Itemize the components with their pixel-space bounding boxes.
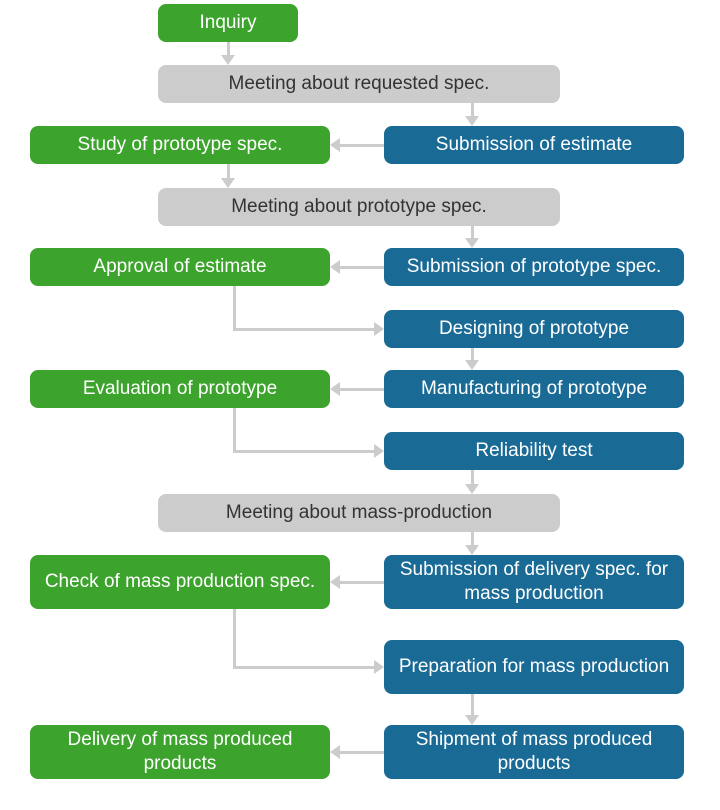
arrow-head-down bbox=[465, 116, 479, 126]
node-manuf_proto: Manufacturing of prototype bbox=[384, 370, 684, 408]
node-label: Submission of delivery spec. for mass pr… bbox=[394, 558, 674, 606]
arrow-head-left bbox=[330, 138, 340, 152]
node-study_proto_spec: Study of prototype spec. bbox=[30, 126, 330, 164]
arrow-head-down bbox=[465, 715, 479, 725]
arrow-head-down bbox=[221, 178, 235, 188]
node-submission_estimate: Submission of estimate bbox=[384, 126, 684, 164]
arrow-segment bbox=[227, 42, 230, 56]
node-label: Manufacturing of prototype bbox=[421, 377, 647, 401]
node-submission_delivery: Submission of delivery spec. for mass pr… bbox=[384, 555, 684, 609]
node-shipment_mass: Shipment of mass produced products bbox=[384, 725, 684, 779]
arrow-head-right bbox=[374, 660, 384, 674]
node-label: Designing of prototype bbox=[439, 317, 629, 341]
arrow-head-down bbox=[465, 238, 479, 248]
arrow-head-right bbox=[374, 444, 384, 458]
arrow-head-left bbox=[330, 382, 340, 396]
node-reliability: Reliability test bbox=[384, 432, 684, 470]
node-label: Delivery of mass produced products bbox=[40, 728, 320, 776]
arrow-segment bbox=[339, 581, 384, 584]
arrow-segment bbox=[471, 694, 474, 716]
node-label: Reliability test bbox=[475, 439, 592, 463]
node-label: Approval of estimate bbox=[93, 255, 266, 279]
arrow-segment bbox=[339, 751, 384, 754]
node-prep_mass: Preparation for mass production bbox=[384, 640, 684, 694]
node-label: Check of mass production spec. bbox=[45, 570, 315, 594]
node-label: Submission of prototype spec. bbox=[407, 255, 662, 279]
arrow-segment bbox=[339, 388, 384, 391]
node-label: Submission of estimate bbox=[436, 133, 632, 157]
node-label: Meeting about requested spec. bbox=[229, 72, 490, 96]
node-meeting_req: Meeting about requested spec. bbox=[158, 65, 560, 103]
arrow-head-left bbox=[330, 745, 340, 759]
node-label: Preparation for mass production bbox=[399, 655, 669, 679]
arrow-segment bbox=[471, 103, 474, 117]
arrow-segment bbox=[471, 532, 474, 546]
node-meeting_proto: Meeting about prototype spec. bbox=[158, 188, 560, 226]
arrow-head-down bbox=[221, 55, 235, 65]
node-designing_proto: Designing of prototype bbox=[384, 310, 684, 348]
node-inquiry: Inquiry bbox=[158, 4, 298, 42]
arrow-segment bbox=[339, 266, 384, 269]
node-label: Study of prototype spec. bbox=[78, 133, 283, 157]
arrow-head-down bbox=[465, 360, 479, 370]
node-meeting_mass: Meeting about mass-production bbox=[158, 494, 560, 532]
arrow-head-left bbox=[330, 575, 340, 589]
arrow-head-left bbox=[330, 260, 340, 274]
arrow-segment bbox=[233, 666, 376, 669]
arrow-head-right bbox=[374, 322, 384, 336]
arrow-segment bbox=[471, 470, 474, 485]
node-check_mass: Check of mass production spec. bbox=[30, 555, 330, 609]
node-delivery_mass: Delivery of mass produced products bbox=[30, 725, 330, 779]
arrow-segment bbox=[227, 164, 230, 179]
node-label: Meeting about prototype spec. bbox=[231, 195, 487, 219]
arrow-head-down bbox=[465, 484, 479, 494]
arrow-head-down bbox=[465, 545, 479, 555]
node-submission_proto_spec: Submission of prototype spec. bbox=[384, 248, 684, 286]
node-label: Meeting about mass-production bbox=[226, 501, 492, 525]
arrow-segment bbox=[233, 450, 376, 453]
node-approval_estimate: Approval of estimate bbox=[30, 248, 330, 286]
arrow-segment bbox=[233, 408, 236, 453]
node-label: Inquiry bbox=[199, 11, 256, 35]
arrow-segment bbox=[233, 328, 376, 331]
node-eval_proto: Evaluation of prototype bbox=[30, 370, 330, 408]
arrow-segment bbox=[233, 609, 236, 669]
node-label: Shipment of mass produced products bbox=[394, 728, 674, 776]
node-label: Evaluation of prototype bbox=[83, 377, 277, 401]
arrow-segment bbox=[233, 286, 236, 331]
arrow-segment bbox=[339, 144, 384, 147]
